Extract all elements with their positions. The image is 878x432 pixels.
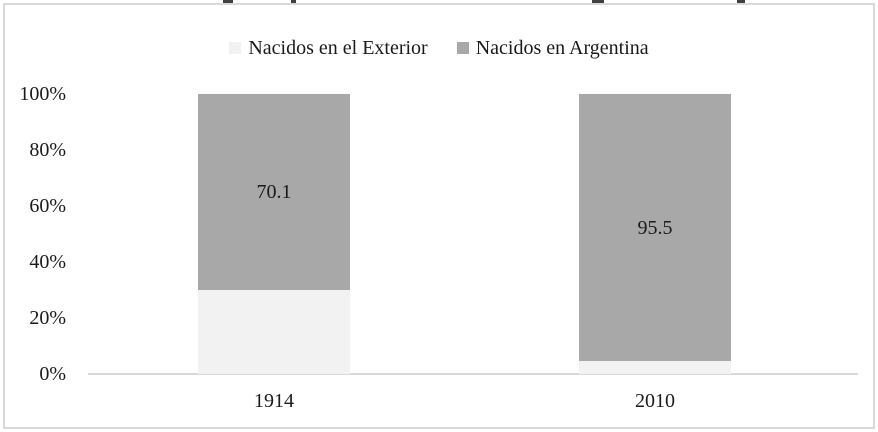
y-axis-tick-label: 60%: [29, 195, 66, 217]
bar-segment-2010-exterior: [579, 361, 731, 374]
cropped-text-fragment: [592, 0, 604, 3]
cropped-text-fragment: [223, 0, 233, 3]
bar-segment-2010-argentina: [579, 94, 731, 362]
y-axis-tick-label: 20%: [29, 307, 66, 329]
x-axis-label-2010: 2010: [635, 390, 675, 412]
y-axis-tick-label: 0%: [39, 363, 66, 385]
y-axis-tick-label: 80%: [29, 139, 66, 161]
legend-swatch-exterior-icon: [229, 42, 242, 54]
bar-segment-1914-exterior: [198, 290, 350, 374]
x-axis-label-1914: 1914: [254, 390, 294, 412]
y-axis-tick-label: 100%: [19, 83, 66, 105]
legend-item-exterior: Nacidos en el Exterior: [229, 36, 428, 60]
legend-item-argentina: Nacidos en Argentina: [456, 36, 649, 60]
x-axis-baseline: [88, 373, 858, 375]
legend-label-exterior: Nacidos en el Exterior: [248, 37, 428, 59]
data-label-1914: 70.1: [256, 181, 292, 204]
legend-swatch-argentina-icon: [456, 42, 469, 54]
cropped-text-fragment: [737, 0, 745, 3]
legend-label-argentina: Nacidos en Argentina: [475, 37, 649, 59]
figure-border: [3, 3, 875, 429]
bar-segment-1914-argentina: [198, 94, 350, 291]
y-axis-tick-label: 40%: [29, 251, 66, 273]
data-label-2010: 95.5: [637, 216, 673, 239]
cropped-text-fragment: [291, 0, 296, 3]
chart-legend: Nacidos en el Exterior Nacidos en Argent…: [0, 36, 878, 60]
